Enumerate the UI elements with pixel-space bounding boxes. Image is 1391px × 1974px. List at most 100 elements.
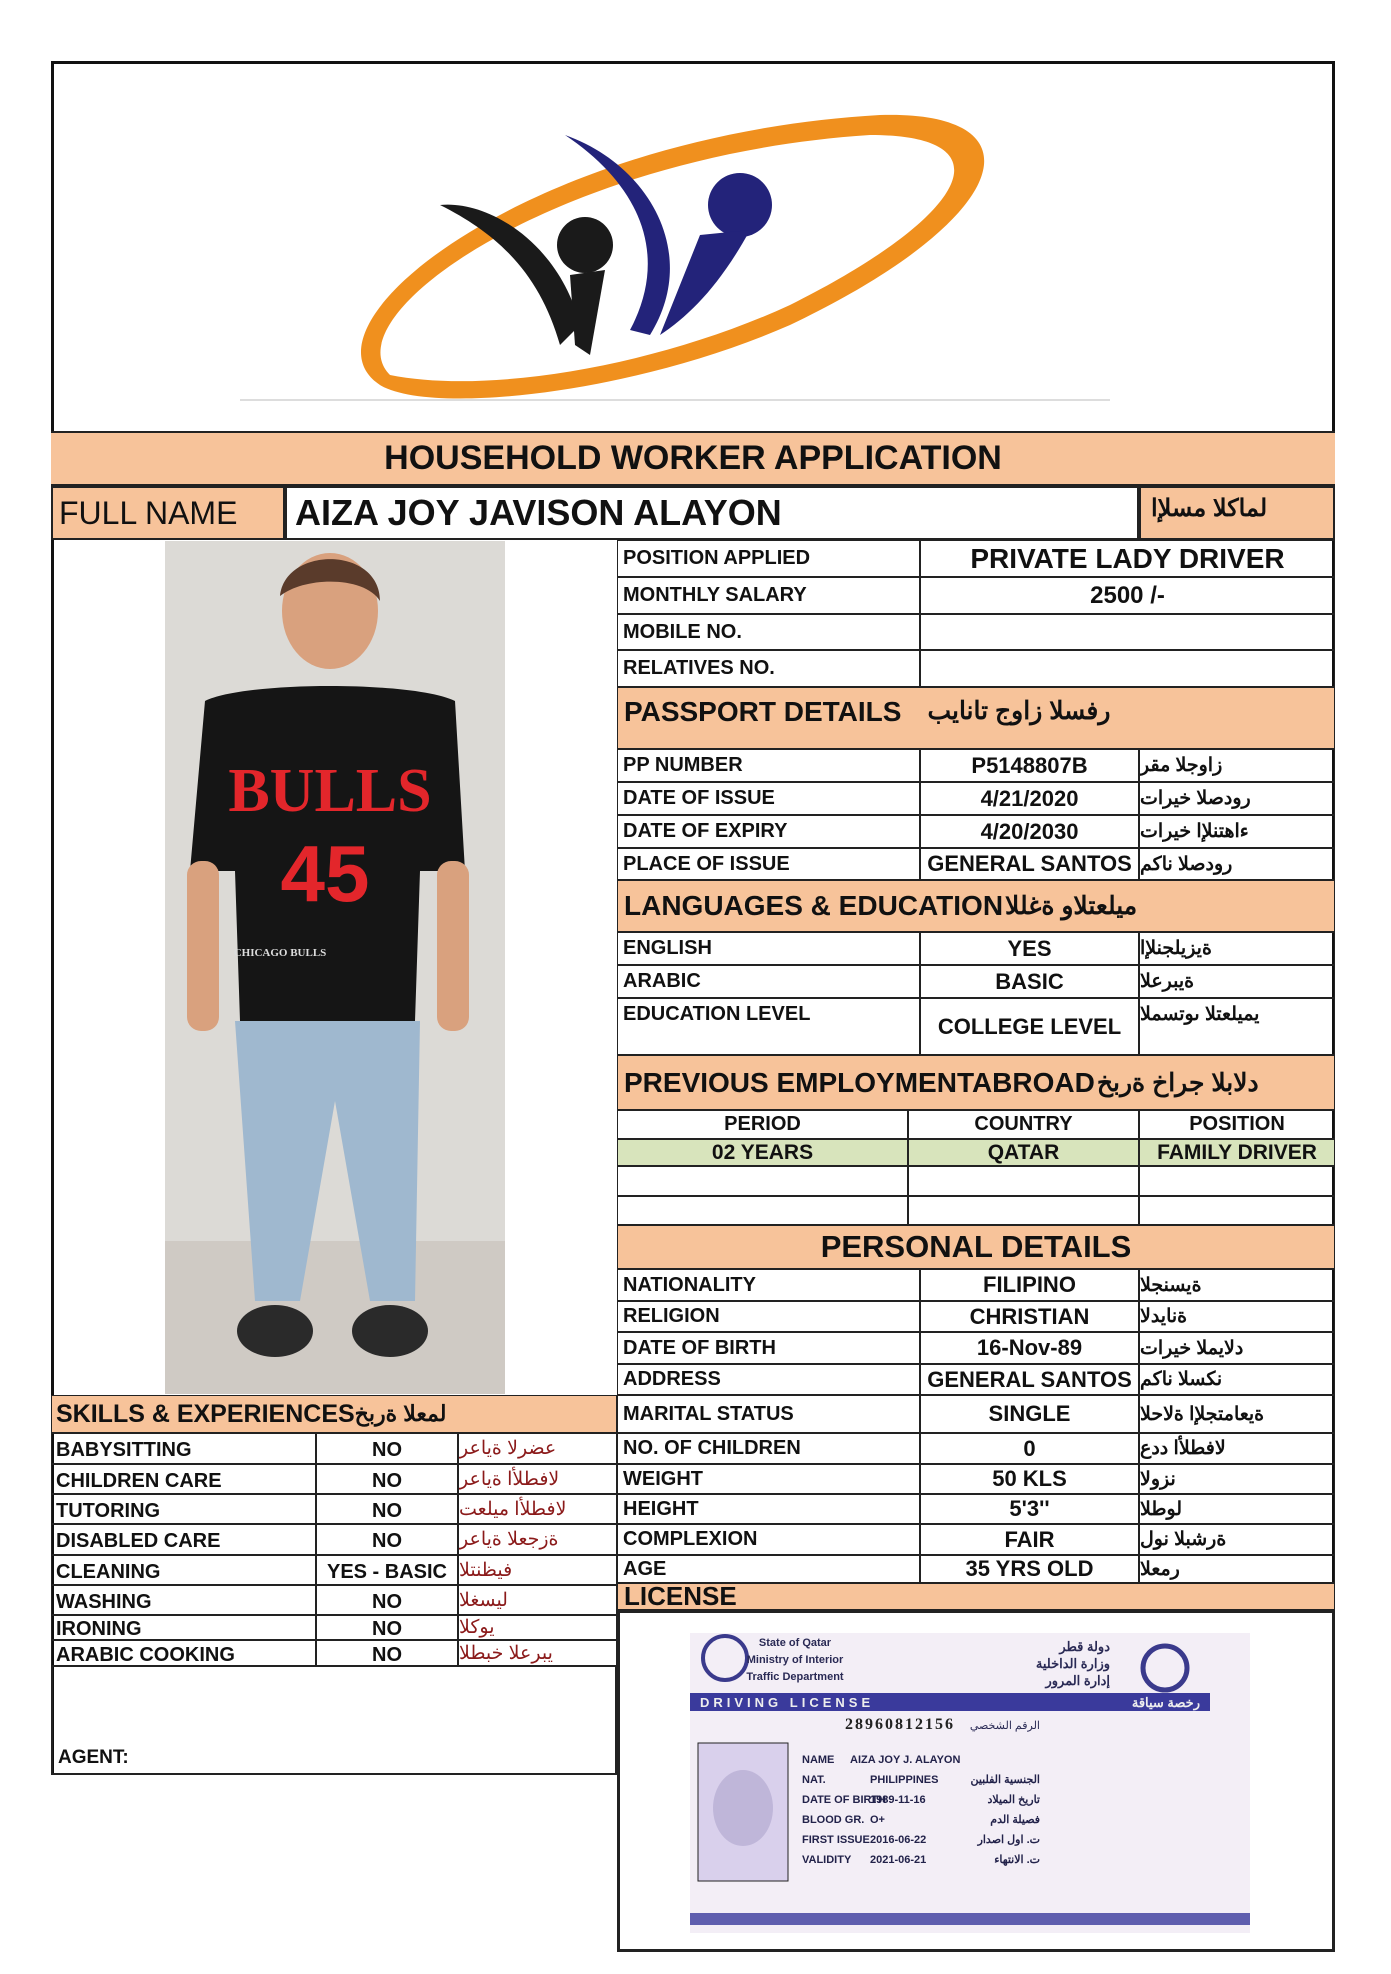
personal-row-label-arabic: ةيسنجلا [1139, 1269, 1335, 1301]
skills-header-title: SKILLS & EXPERIENCES [56, 1399, 355, 1428]
personal-row-label-arabic: ةرشبلا نول [1139, 1524, 1335, 1555]
skill-label: BABYSITTING [51, 1433, 316, 1464]
language-row-value: YES [920, 932, 1139, 965]
skill-value: NO [316, 1640, 458, 1666]
skill-label: ARABIC COOKING [51, 1640, 316, 1666]
skill-value: NO [316, 1615, 458, 1640]
agent-field: AGENT: [51, 1666, 617, 1775]
license-field-label: NAT. [802, 1774, 826, 1786]
personal-row-value: GENERAL SANTOS [920, 1364, 1139, 1395]
svg-text:وزارة الداخلية: وزارة الداخلية [1036, 1656, 1110, 1672]
employment-column-header: POSITION [1139, 1110, 1335, 1139]
personal-row-label: HEIGHT [617, 1494, 920, 1524]
skill-label-arabic: ةزجعلا ةياعر [458, 1524, 617, 1555]
employment-header-title-arabic: دلابلا جراخ ةربخ [1096, 1068, 1259, 1097]
company-logo [240, 114, 1110, 401]
passport-header-title: PASSPORT DETAILS [624, 696, 902, 727]
personal-row-label-arabic: ةنايدلا [1139, 1301, 1335, 1332]
skill-label-arabic: ليسغلا [458, 1585, 617, 1615]
personal-row-value: 50 KLS [920, 1464, 1139, 1494]
ministry-emblem-icon [1140, 1643, 1190, 1693]
personal-row-value: 5'3'' [920, 1494, 1139, 1524]
personal-row-label-arabic: نزولا [1139, 1464, 1335, 1494]
skill-label: CLEANING [51, 1555, 316, 1585]
employment-cell [908, 1196, 1139, 1225]
language-row-value: BASIC [920, 965, 1139, 998]
license-field-ar: فصيلة الدم [990, 1814, 1040, 1826]
employment-header-title: PREVIOUS EMPLOYMENTABROAD [624, 1066, 1095, 1098]
personal-row-label-arabic: دلايملا خيرات [1139, 1332, 1335, 1364]
skill-value: NO [316, 1433, 458, 1464]
logo-figure-black [440, 204, 580, 345]
license-field-ar: ت. اول اصدار [977, 1834, 1040, 1846]
personal-row-label: NO. OF CHILDREN [617, 1433, 920, 1464]
license-field-value: 1989-11-16 [870, 1794, 926, 1806]
passport-row-label-arabic: زاوجلا مقر [1139, 749, 1335, 782]
personal-header: PERSONAL DETAILS [617, 1225, 1335, 1269]
skill-label-arabic: عضرلا ةياعر [458, 1433, 617, 1464]
language-row-label: ARABIC [617, 965, 920, 998]
svg-text:Ministry of Interior: Ministry of Interior [747, 1654, 844, 1666]
passport-row-label-arabic: رودصلا خيرات [1139, 782, 1335, 815]
passport-row-label: DATE OF ISSUE [617, 782, 920, 815]
license-field-value: PHILIPPINES [870, 1774, 938, 1786]
language-row-label-arabic: يميلعتلا ىوتسملا [1139, 998, 1335, 1055]
employment-cell: QATAR [908, 1139, 1139, 1166]
skill-label: IRONING [51, 1615, 316, 1640]
employment-column-header: PERIOD [617, 1110, 908, 1139]
license-box: State of Qatar Ministry of Interior Traf… [617, 1610, 1335, 1952]
passport-row-label: DATE OF EXPIRY [617, 815, 920, 848]
jeans [235, 1021, 420, 1301]
employment-header: PREVIOUS EMPLOYMENTABROAD دلابلا جراخ ةرب… [617, 1055, 1335, 1110]
personal-row-label-arabic: لافطلأا ددع [1139, 1433, 1335, 1464]
position-field-value: 2500 /- [920, 577, 1335, 614]
svg-text:إدارة المرور: إدارة المرور [1044, 1673, 1110, 1689]
language-row-label: ENGLISH [617, 932, 920, 965]
passport-row-label: PP NUMBER [617, 749, 920, 782]
license-field-value: AIZA JOY J. ALAYON [850, 1754, 960, 1766]
position-field-value: PRIVATE LADY DRIVER [920, 540, 1335, 577]
employment-cell [1139, 1166, 1335, 1196]
svg-text:الرقم الشخصي: الرقم الشخصي [970, 1720, 1040, 1732]
license-field-label: VALIDITY [802, 1854, 852, 1866]
svg-text:28960812156: 28960812156 [845, 1716, 955, 1733]
svg-text:DRIVING LICENSE: DRIVING LICENSE [700, 1695, 874, 1710]
personal-row-label: DATE OF BIRTH [617, 1332, 920, 1364]
employment-column-header: COUNTRY [908, 1110, 1139, 1139]
skill-label-arabic: يبرعلا خبطلا [458, 1640, 617, 1666]
full-name-label-arabic: لماكلا مسلإا [1139, 486, 1335, 540]
personal-row-value: SINGLE [920, 1395, 1139, 1433]
position-field-value [920, 650, 1335, 687]
svg-text:CHICAGO BULLS: CHICAGO BULLS [234, 947, 327, 959]
position-field-label: POSITION APPLIED [617, 540, 920, 577]
passport-row-value: GENERAL SANTOS [920, 848, 1139, 880]
passport-header: PASSPORT DETAILS رفسلا زاوج تانايب [617, 687, 1335, 749]
personal-row-value: 16-Nov-89 [920, 1332, 1139, 1364]
skills-header-arabic: لمعلا ةربخ [354, 1401, 447, 1426]
personal-row-value: CHRISTIAN [920, 1301, 1139, 1332]
svg-text:45: 45 [281, 829, 370, 918]
license-field-label: NAME [802, 1754, 834, 1766]
license-field-ar: تاريخ الميلاد [988, 1794, 1041, 1806]
personal-row-label-arabic: لوطلا [1139, 1494, 1335, 1524]
passport-row-label-arabic: ءاهتنلإا خيرات [1139, 815, 1335, 848]
passport-row-value: 4/20/2030 [920, 815, 1139, 848]
svg-text:رخصة سياقة: رخصة سياقة [1132, 1695, 1200, 1711]
license-header: LICENSE [617, 1581, 1335, 1611]
position-field-label: MOBILE NO. [617, 614, 920, 650]
skill-label: CHILDREN CARE [51, 1464, 316, 1494]
skill-label: TUTORING [51, 1494, 316, 1524]
employment-cell: FAMILY DRIVER [1139, 1139, 1335, 1166]
personal-row-label: NATIONALITY [617, 1269, 920, 1301]
employment-cell [1139, 1196, 1335, 1225]
employment-cell [908, 1166, 1139, 1196]
license-field-ar: الجنسية الفلبين [970, 1774, 1040, 1786]
logo-orbit [360, 114, 985, 399]
logo-figure-blue [565, 135, 670, 335]
personal-row-label-arabic: نكسلا ناكم [1139, 1364, 1335, 1395]
skill-label-arabic: لافطلأا ةياعر [458, 1464, 617, 1494]
form-title: HOUSEHOLD WORKER APPLICATION [51, 431, 1335, 486]
skill-value: NO [316, 1524, 458, 1555]
skill-label: DISABLED CARE [51, 1524, 316, 1555]
full-name-value: AIZA JOY JAVISON ALAYON [285, 486, 1139, 540]
